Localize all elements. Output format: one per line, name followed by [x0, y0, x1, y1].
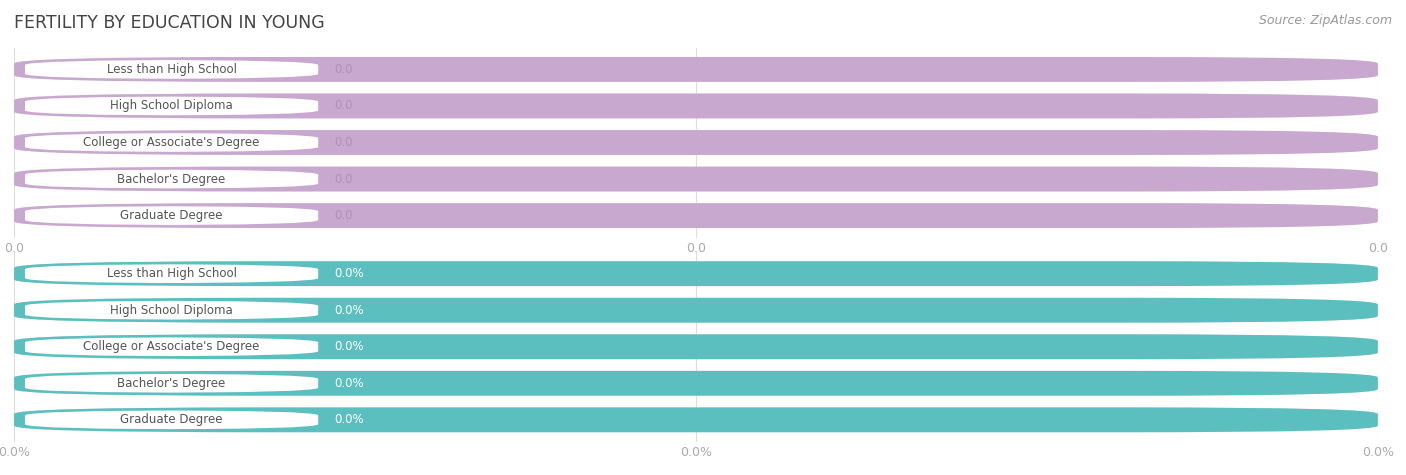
FancyBboxPatch shape	[14, 167, 1378, 191]
Text: 0.0: 0.0	[335, 209, 353, 222]
Text: 0.0%: 0.0%	[335, 413, 364, 427]
FancyBboxPatch shape	[25, 96, 318, 115]
FancyBboxPatch shape	[25, 337, 318, 356]
Text: College or Associate's Degree: College or Associate's Degree	[83, 340, 260, 353]
FancyBboxPatch shape	[14, 130, 1378, 155]
Text: 0.0: 0.0	[335, 136, 353, 149]
FancyBboxPatch shape	[14, 203, 1378, 228]
Text: 0.0: 0.0	[335, 63, 353, 76]
Text: 0.0: 0.0	[335, 99, 353, 113]
FancyBboxPatch shape	[14, 57, 1378, 82]
Text: FERTILITY BY EDUCATION IN YOUNG: FERTILITY BY EDUCATION IN YOUNG	[14, 14, 325, 32]
FancyBboxPatch shape	[14, 334, 1378, 359]
Text: Less than High School: Less than High School	[107, 63, 236, 76]
FancyBboxPatch shape	[14, 261, 1378, 286]
Text: Graduate Degree: Graduate Degree	[121, 209, 222, 222]
FancyBboxPatch shape	[14, 203, 1378, 228]
Text: College or Associate's Degree: College or Associate's Degree	[83, 136, 260, 149]
FancyBboxPatch shape	[14, 94, 1378, 118]
Text: High School Diploma: High School Diploma	[110, 99, 233, 113]
FancyBboxPatch shape	[25, 170, 318, 189]
Text: 0.0%: 0.0%	[335, 377, 364, 390]
Text: Source: ZipAtlas.com: Source: ZipAtlas.com	[1258, 14, 1392, 27]
FancyBboxPatch shape	[14, 57, 1378, 82]
FancyBboxPatch shape	[25, 301, 318, 320]
FancyBboxPatch shape	[14, 371, 1378, 396]
Text: 0.0: 0.0	[335, 172, 353, 186]
FancyBboxPatch shape	[25, 264, 318, 283]
Text: Bachelor's Degree: Bachelor's Degree	[118, 172, 226, 186]
FancyBboxPatch shape	[14, 94, 1378, 118]
Text: Graduate Degree: Graduate Degree	[121, 413, 222, 427]
FancyBboxPatch shape	[25, 60, 318, 79]
FancyBboxPatch shape	[14, 298, 1378, 323]
Text: Less than High School: Less than High School	[107, 267, 236, 280]
FancyBboxPatch shape	[25, 410, 318, 429]
Text: Bachelor's Degree: Bachelor's Degree	[118, 377, 226, 390]
FancyBboxPatch shape	[14, 408, 1378, 432]
FancyBboxPatch shape	[25, 374, 318, 393]
FancyBboxPatch shape	[25, 206, 318, 225]
FancyBboxPatch shape	[14, 408, 1378, 432]
FancyBboxPatch shape	[14, 371, 1378, 396]
Text: 0.0%: 0.0%	[335, 340, 364, 353]
FancyBboxPatch shape	[14, 130, 1378, 155]
FancyBboxPatch shape	[14, 261, 1378, 286]
FancyBboxPatch shape	[14, 167, 1378, 191]
Text: 0.0%: 0.0%	[335, 267, 364, 280]
FancyBboxPatch shape	[14, 334, 1378, 359]
FancyBboxPatch shape	[14, 298, 1378, 323]
Text: High School Diploma: High School Diploma	[110, 304, 233, 317]
FancyBboxPatch shape	[25, 133, 318, 152]
Text: 0.0%: 0.0%	[335, 304, 364, 317]
